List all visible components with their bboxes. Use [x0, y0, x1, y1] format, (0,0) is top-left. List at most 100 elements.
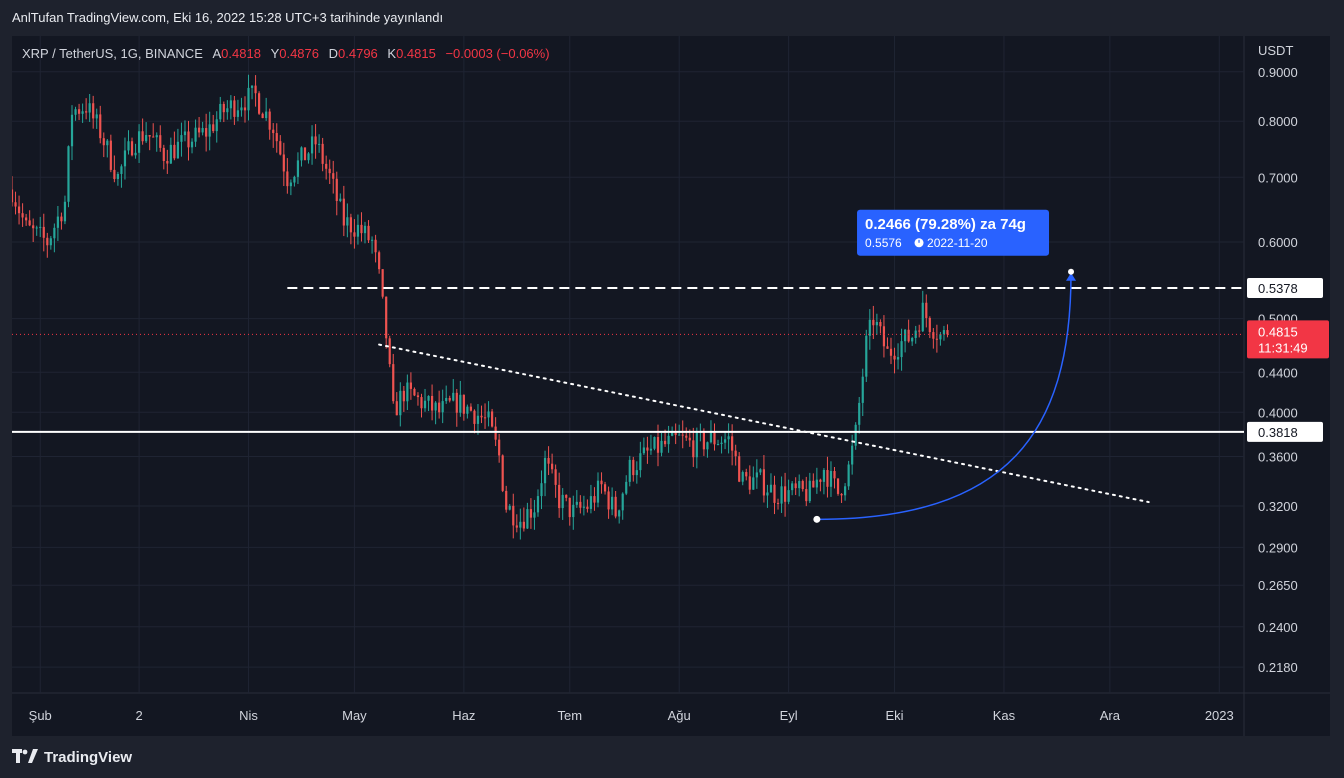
candle-body — [748, 476, 751, 490]
candle-body — [134, 152, 137, 156]
candle-body — [928, 317, 931, 333]
candle — [547, 446, 550, 476]
candle — [92, 95, 95, 129]
candle-body — [459, 394, 462, 413]
candle — [77, 103, 81, 121]
candle-body — [572, 504, 575, 518]
candle — [805, 476, 808, 507]
candle — [332, 160, 335, 194]
high-label: Y — [270, 46, 280, 61]
candle-body — [272, 129, 275, 134]
candle — [349, 213, 352, 245]
candle-body — [808, 480, 811, 502]
candle — [865, 329, 868, 382]
candle-body — [921, 302, 924, 332]
candle — [300, 146, 303, 167]
candle — [575, 490, 578, 508]
candle-body — [688, 437, 691, 441]
candle-body — [46, 237, 49, 246]
candle-body — [879, 322, 882, 327]
candle-body — [70, 114, 74, 147]
candle-body — [829, 471, 833, 487]
candle — [586, 499, 589, 513]
candle-body — [889, 348, 893, 356]
candle — [565, 494, 568, 502]
x-tick-label: 2 — [135, 708, 142, 723]
candle-body — [515, 525, 518, 528]
candle — [21, 203, 24, 227]
candle-body — [300, 147, 303, 161]
candle — [469, 403, 473, 412]
candle-body — [653, 437, 656, 449]
candle — [441, 389, 444, 424]
candle-body — [886, 346, 889, 349]
candle-body — [716, 444, 720, 446]
candle — [893, 347, 896, 374]
candle-body — [868, 319, 871, 336]
projection-label: 0.2466 (79.28%) za 74g — [865, 216, 1026, 233]
candle-body — [893, 355, 896, 360]
candle — [325, 155, 328, 180]
current-price-label-box — [1247, 320, 1329, 359]
candle-body — [723, 439, 727, 443]
candle — [162, 144, 165, 170]
candle-body — [374, 239, 377, 253]
candle-body — [865, 335, 868, 377]
candle — [137, 124, 141, 164]
candle-body — [660, 440, 663, 453]
candle-body — [882, 326, 886, 347]
candle — [628, 455, 631, 487]
candle-body — [77, 109, 81, 114]
candle — [660, 432, 663, 457]
candle — [738, 452, 741, 483]
candle — [152, 123, 155, 138]
candle-body — [667, 435, 670, 445]
candle-body — [293, 176, 296, 183]
candle — [95, 108, 98, 129]
candle — [148, 134, 151, 151]
candle — [183, 120, 187, 142]
candle-body — [28, 220, 31, 226]
candle-body — [85, 111, 88, 113]
candle-body — [611, 496, 614, 510]
candle-body — [635, 470, 638, 476]
candle-body — [533, 512, 536, 518]
candle-body — [822, 469, 826, 482]
candle-body — [243, 107, 247, 111]
candle — [727, 423, 730, 454]
high-value: 0.4876 — [279, 46, 319, 61]
candle-body — [731, 436, 734, 451]
candle — [522, 507, 525, 532]
candle-body — [416, 395, 420, 398]
candle — [406, 374, 409, 411]
candle-body — [360, 224, 363, 234]
candle-body — [120, 166, 123, 174]
y-tick-label: 0.4000 — [1258, 405, 1298, 420]
candle-body — [392, 364, 395, 402]
candle — [438, 390, 441, 419]
candle-body — [268, 111, 271, 130]
candle — [363, 221, 367, 244]
candle-body — [600, 480, 603, 485]
candles — [12, 74, 949, 540]
candle-body — [88, 103, 91, 113]
candle-body — [148, 135, 151, 137]
candle — [99, 105, 102, 144]
candle — [28, 210, 31, 227]
chart-frame[interactable]: 0.2180 0.2400 0.2650 0.2900 0.3200 0.3600 0.40… — [12, 36, 1330, 736]
low-value: 0.4796 — [338, 46, 378, 61]
candle — [427, 395, 430, 412]
candle — [582, 495, 585, 516]
symbol-legend: XRP / TetherUS, 1G, BINANCE A0.4818 Y0.4… — [22, 46, 550, 61]
candle-body — [152, 136, 155, 138]
candle-body — [536, 496, 540, 513]
candle — [812, 473, 815, 488]
candle — [791, 481, 794, 496]
candle — [540, 470, 543, 510]
candle — [360, 212, 363, 242]
candle — [367, 220, 370, 244]
tradingview-logo[interactable]: TradingView — [12, 746, 132, 768]
candle — [318, 134, 321, 153]
candle-body — [522, 521, 525, 529]
chart-canvas[interactable]: 0.2180 0.2400 0.2650 0.2900 0.3200 0.3600 0.40… — [12, 36, 1330, 736]
